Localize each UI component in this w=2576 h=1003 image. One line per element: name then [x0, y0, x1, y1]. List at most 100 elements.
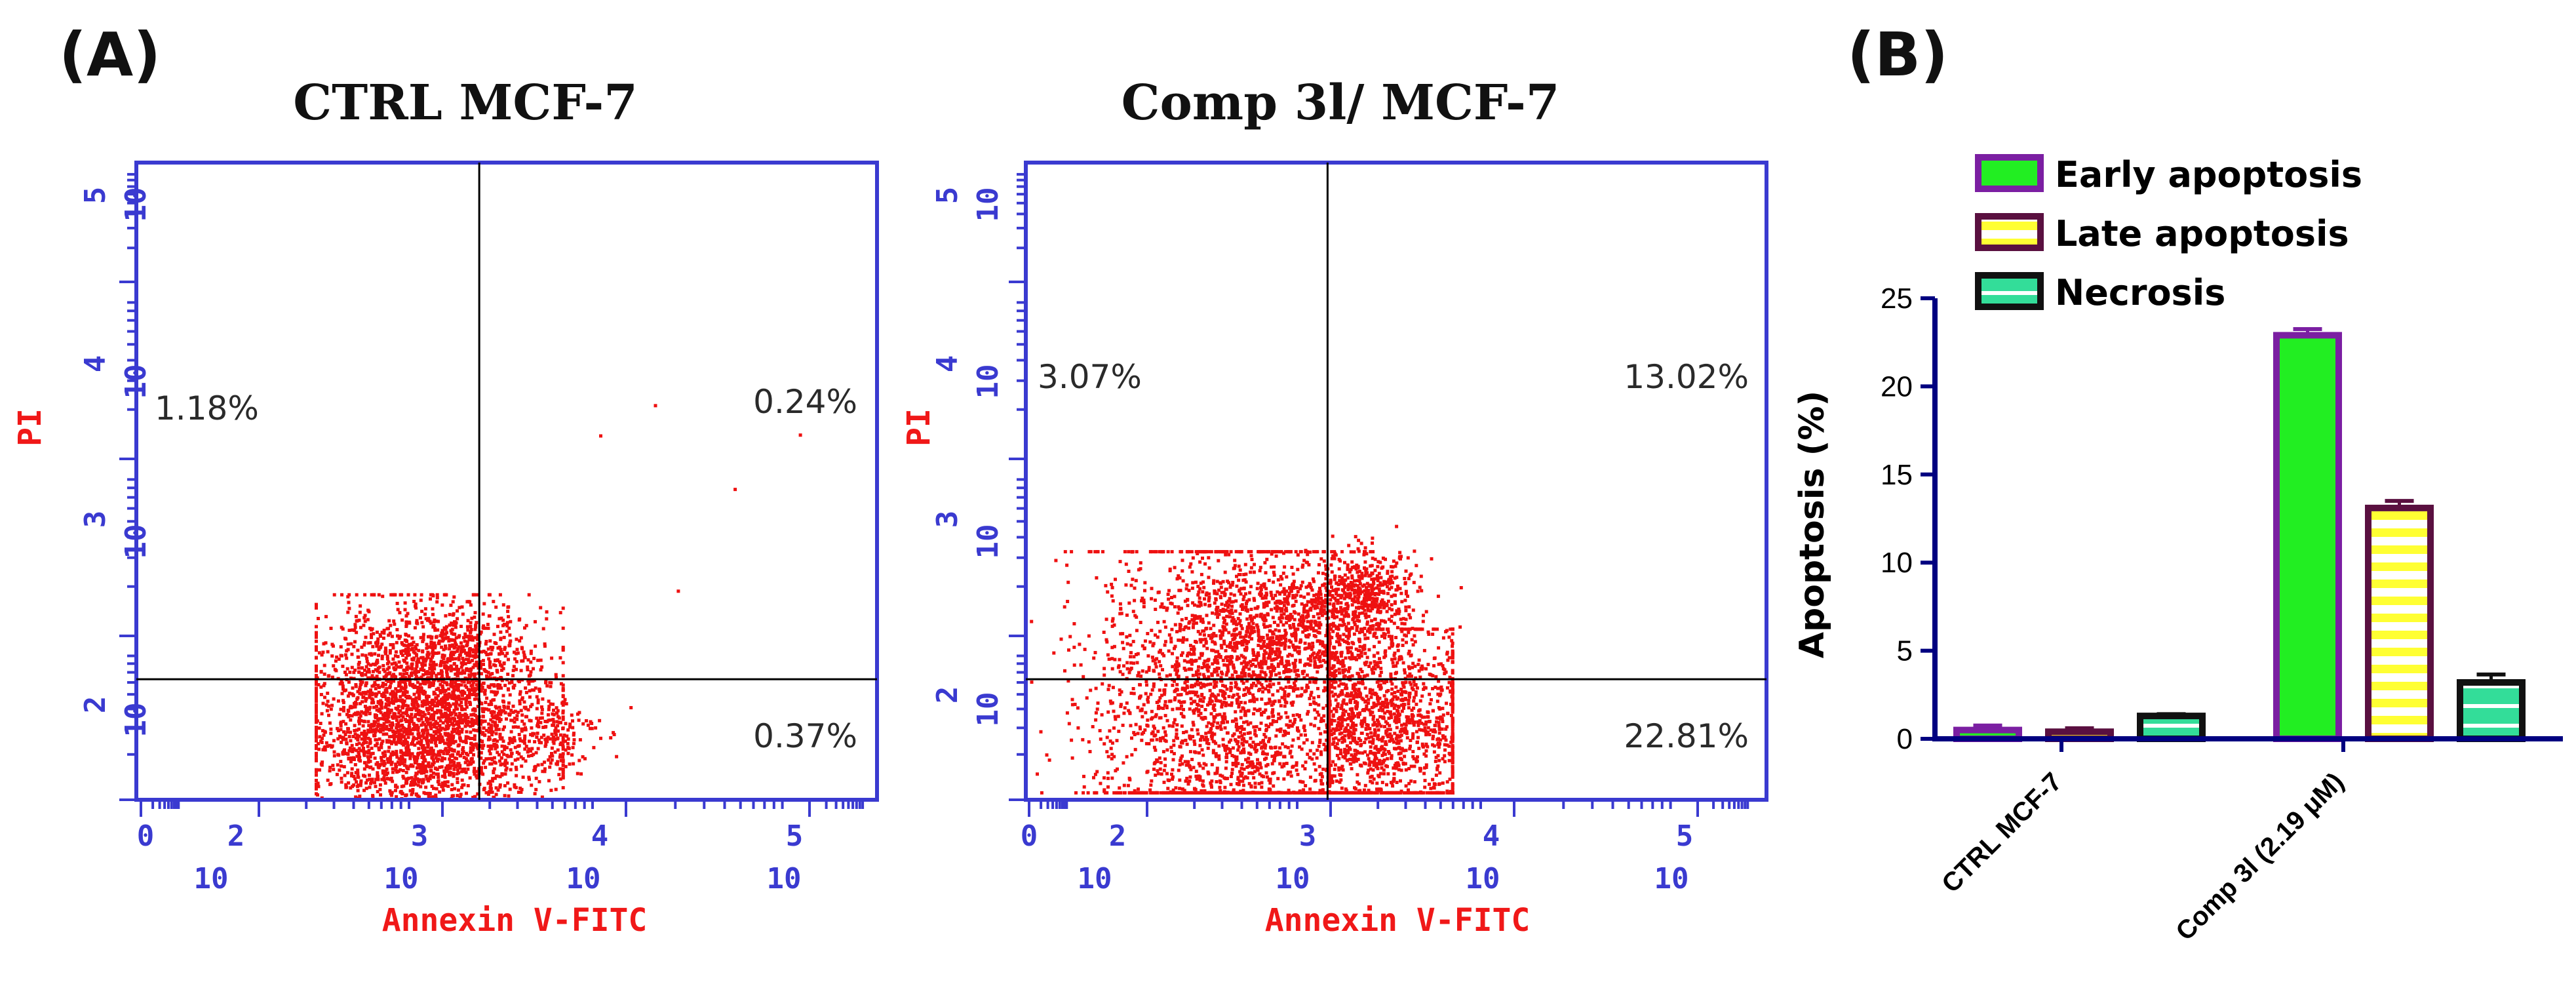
dot	[1161, 652, 1165, 656]
dot	[354, 771, 358, 775]
dot	[1221, 684, 1224, 688]
dot	[510, 762, 514, 766]
dot	[1210, 648, 1214, 652]
dot	[1343, 585, 1347, 589]
dot	[1125, 667, 1129, 671]
dot	[470, 616, 474, 620]
dot	[404, 614, 408, 618]
dot	[1306, 600, 1310, 604]
dot	[1249, 785, 1253, 789]
dot	[418, 713, 422, 717]
dot	[408, 682, 412, 686]
dot	[421, 777, 425, 781]
dot	[488, 757, 492, 760]
dot	[324, 703, 328, 707]
dot	[1154, 550, 1158, 554]
dot	[1242, 727, 1246, 731]
dot	[447, 733, 451, 737]
dot	[452, 691, 456, 695]
dot	[494, 605, 498, 609]
dot	[376, 771, 380, 775]
dot	[555, 762, 559, 766]
dot	[449, 669, 453, 673]
dot	[1194, 690, 1198, 694]
dot	[1252, 696, 1256, 700]
dot	[1221, 580, 1225, 583]
dot	[363, 774, 367, 778]
dot	[1206, 682, 1210, 686]
dot	[1279, 583, 1283, 587]
dot	[1234, 680, 1238, 684]
dot	[401, 693, 405, 697]
dot	[372, 724, 376, 728]
dot	[359, 714, 362, 718]
dot	[1202, 644, 1206, 648]
dot	[1106, 755, 1110, 758]
dot	[359, 718, 363, 722]
dot	[351, 686, 355, 690]
dot	[392, 619, 396, 623]
dot	[431, 702, 435, 706]
dot	[1110, 757, 1114, 760]
dot	[402, 763, 406, 767]
dot	[399, 790, 402, 794]
dot	[1259, 566, 1262, 570]
dot	[1203, 708, 1207, 711]
dot	[1181, 569, 1184, 573]
dot	[355, 749, 359, 753]
dot	[555, 720, 559, 724]
dot	[461, 669, 465, 673]
dot	[551, 723, 555, 727]
dot	[540, 762, 544, 766]
dot	[418, 778, 422, 782]
dot	[1245, 765, 1249, 769]
dot	[346, 642, 350, 646]
dot	[1214, 634, 1218, 638]
dot	[676, 589, 680, 593]
dot	[513, 657, 517, 661]
dot	[440, 670, 444, 674]
dot	[328, 766, 332, 770]
dot	[1235, 574, 1238, 578]
dot	[1339, 778, 1343, 782]
dot	[733, 488, 737, 492]
dot	[352, 644, 356, 648]
dot	[407, 748, 411, 752]
dot	[413, 670, 417, 674]
dot	[1198, 560, 1202, 564]
dot	[356, 711, 360, 715]
dot	[341, 738, 345, 741]
dot	[549, 681, 553, 684]
dot	[1106, 710, 1110, 714]
dot	[1076, 726, 1080, 730]
dot	[1214, 741, 1218, 745]
dot	[1167, 633, 1171, 637]
dot	[1298, 789, 1302, 793]
dot	[527, 593, 531, 597]
dot	[456, 781, 459, 784]
dot	[376, 765, 380, 769]
dot	[431, 718, 435, 722]
dot	[384, 705, 388, 709]
dot	[348, 671, 352, 674]
dot	[340, 679, 343, 683]
dot	[1270, 552, 1274, 556]
y-tick-base: 10	[119, 364, 153, 399]
dot	[509, 620, 513, 623]
dot	[1176, 693, 1180, 697]
dot	[495, 706, 498, 710]
dot	[1313, 663, 1317, 667]
dot	[354, 795, 358, 799]
dot	[1331, 674, 1335, 678]
dot	[1269, 673, 1273, 677]
dot	[445, 770, 449, 774]
dot	[338, 713, 342, 717]
dot	[1321, 659, 1325, 662]
dot	[357, 666, 361, 670]
dot	[1302, 788, 1306, 792]
dot	[1268, 777, 1272, 781]
dot	[498, 705, 501, 709]
dot	[495, 745, 498, 749]
dot	[484, 728, 488, 732]
dot	[429, 723, 433, 727]
